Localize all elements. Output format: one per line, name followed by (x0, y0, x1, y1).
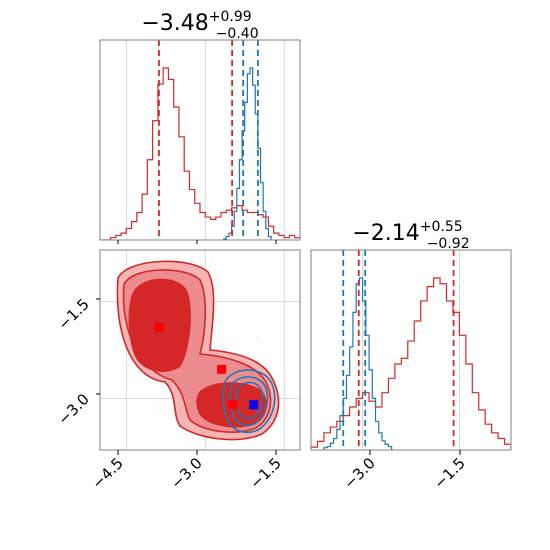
point-marker (228, 400, 238, 410)
histogram-step (223, 67, 272, 240)
histogram-step (100, 67, 300, 240)
blue-contour-outer (222, 369, 276, 434)
histogram-step (311, 277, 511, 450)
bottom-left-axes-frame (99, 249, 301, 451)
y-tick-label: −1.5 (54, 295, 92, 333)
top-left-title: −3.48+0.99 −0.40 (141, 9, 258, 42)
scatter-point (281, 419, 283, 421)
scatter-point (284, 387, 286, 389)
scatter-point (211, 261, 213, 263)
bottom-right-axes-frame (310, 249, 512, 451)
bottom-left-panel (99, 249, 301, 451)
point-markers (154, 322, 259, 410)
bottom-right-histograms (311, 277, 511, 450)
point-marker (249, 400, 259, 410)
x-tick-label: −3.0 (340, 454, 378, 492)
bottom-right-quantile-lines (342, 250, 455, 450)
histogram-step (323, 277, 393, 450)
top-left-panel (99, 39, 301, 241)
x-tick-label: −4.5 (88, 454, 126, 492)
top-left-histograms (100, 67, 300, 240)
x-tick-label: −1.5 (430, 454, 468, 492)
y-tick-label: −3.0 (54, 390, 92, 428)
point-marker (217, 364, 227, 374)
scatter-point (169, 409, 171, 411)
scatter-point (214, 311, 216, 313)
tick-marks (96, 240, 461, 455)
bottom-right-title: −2.14+0.55 −0.92 (352, 219, 469, 252)
top-left-grid (125, 40, 285, 240)
scatter-point (257, 337, 259, 339)
bottom-right-panel (310, 249, 512, 451)
top-left-axes-frame (99, 39, 301, 241)
bottom-right-grid (362, 250, 460, 450)
x-tick-label: −3.0 (167, 454, 205, 492)
top-left-quantile-lines (158, 40, 259, 240)
x-tick-label: −1.5 (246, 454, 284, 492)
bottom-left-contours (116, 260, 286, 441)
scatter-point (157, 407, 159, 409)
scatter-point (127, 363, 129, 365)
point-marker (154, 322, 164, 332)
